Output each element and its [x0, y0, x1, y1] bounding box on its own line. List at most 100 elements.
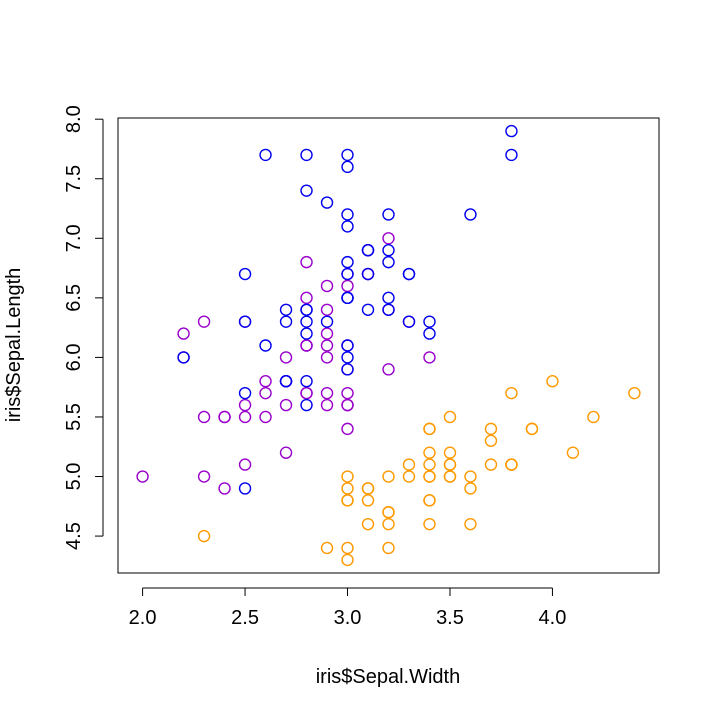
y-tick-label: 6.0	[63, 344, 85, 372]
data-point-series-2	[238, 398, 252, 412]
data-point-series-2	[320, 339, 334, 352]
data-point-series-3	[341, 267, 354, 281]
data-point-series-3	[300, 375, 313, 388]
data-point-series-1	[587, 410, 600, 424]
data-point-series-1	[423, 470, 436, 483]
x-axis-label: iris$Sepal.Width	[316, 666, 461, 688]
data-point-series-1	[382, 506, 395, 519]
data-point-series-2	[197, 410, 211, 424]
data-point-series-3	[402, 315, 416, 328]
data-point-series-2	[341, 386, 354, 400]
data-point-series-3	[320, 315, 334, 328]
data-point-series-3	[423, 327, 436, 340]
data-point-series-3	[259, 339, 272, 352]
data-point-series-1	[423, 458, 436, 471]
data-point-series-2	[320, 398, 334, 412]
data-point-series-2	[197, 470, 211, 483]
data-point-series-2	[300, 339, 313, 352]
data-point-series-2	[382, 232, 395, 245]
data-point-series-1	[423, 517, 436, 531]
data-point-series-1	[505, 458, 518, 471]
data-point-series-3	[279, 315, 293, 328]
data-point-series-3	[279, 303, 293, 316]
data-point-series-1	[402, 458, 416, 471]
data-point-series-2	[300, 255, 313, 269]
data-point-series-3	[300, 148, 313, 162]
data-point-series-1	[443, 410, 457, 424]
data-point-series-1	[464, 470, 477, 483]
y-tick-label: 7.5	[63, 165, 85, 193]
data-point-series-2	[197, 315, 211, 328]
data-point-series-2	[382, 363, 395, 376]
data-point-series-3	[341, 148, 354, 162]
data-point-series-2	[300, 386, 313, 400]
data-point-series-1	[341, 494, 354, 507]
data-point-series-1	[423, 446, 436, 459]
data-point-series-1	[361, 517, 375, 531]
data-point-series-3	[341, 160, 354, 174]
data-point-series-1	[443, 446, 457, 459]
data-point-series-3	[382, 303, 395, 316]
data-point-series-3	[259, 148, 272, 162]
data-point-series-1	[546, 375, 559, 388]
plot-area-frame	[117, 117, 660, 574]
data-point-series-1	[443, 458, 457, 471]
data-point-series-3	[423, 315, 436, 328]
data-point-series-1	[402, 470, 416, 483]
data-point-series-2	[177, 327, 190, 340]
data-point-series-2	[341, 398, 354, 412]
data-point-series-2	[423, 351, 436, 364]
data-point-series-1	[484, 434, 498, 447]
data-point-series-3	[300, 327, 313, 340]
data-point-series-2	[300, 291, 313, 305]
data-point-series-1	[361, 494, 375, 507]
data-point-series-2	[279, 446, 293, 459]
y-tick-label: 6.5	[63, 284, 85, 312]
data-point-series-3	[320, 196, 334, 209]
data-point-series-1	[505, 386, 518, 400]
data-point-series-2	[238, 410, 252, 424]
data-points	[136, 124, 641, 567]
data-point-series-1	[423, 494, 436, 507]
data-point-series-1	[382, 517, 395, 531]
data-point-series-2	[320, 327, 334, 340]
data-point-series-3	[361, 244, 375, 257]
data-point-series-3	[177, 351, 190, 364]
data-point-series-1	[382, 541, 395, 555]
x-tick-label: 2.0	[129, 607, 157, 629]
data-point-series-3	[382, 244, 395, 257]
y-axis: 4.5 5.0 5.5 6.0 6.5 7.0 7.5 8.0	[63, 105, 104, 550]
data-point-series-3	[341, 220, 354, 233]
data-point-series-3	[402, 267, 416, 281]
x-tick-label: 3.5	[436, 607, 464, 629]
data-point-series-2	[320, 303, 334, 316]
data-point-series-1	[341, 470, 354, 483]
data-point-series-2	[259, 386, 272, 400]
data-point-series-3	[464, 208, 477, 221]
data-point-series-2	[320, 351, 334, 364]
data-point-series-1	[423, 422, 436, 436]
data-point-series-3	[341, 363, 354, 376]
data-point-series-3	[238, 267, 252, 281]
data-point-series-2	[218, 410, 231, 424]
data-point-series-1	[628, 386, 641, 400]
data-point-series-1	[566, 446, 580, 459]
data-point-series-3	[361, 303, 375, 316]
data-point-series-3	[341, 339, 354, 352]
x-axis: 2.0 2.5 3.0 3.5 4.0	[129, 587, 567, 629]
y-tick-label: 5.5	[63, 403, 85, 431]
data-point-series-3	[361, 267, 375, 281]
y-axis-label: iris$Sepal.Length	[3, 268, 25, 423]
x-tick-label: 4.0	[539, 607, 567, 629]
data-point-series-2	[238, 458, 252, 471]
data-point-series-3	[279, 375, 293, 388]
data-point-series-3	[505, 148, 518, 162]
data-point-series-3	[300, 315, 313, 328]
data-point-series-1	[484, 422, 498, 436]
y-tick-label: 4.5	[63, 522, 85, 550]
data-point-series-3	[341, 255, 354, 269]
data-point-series-2	[259, 410, 272, 424]
data-point-series-1	[464, 482, 477, 495]
data-point-series-1	[382, 470, 395, 483]
data-point-series-3	[382, 291, 395, 305]
